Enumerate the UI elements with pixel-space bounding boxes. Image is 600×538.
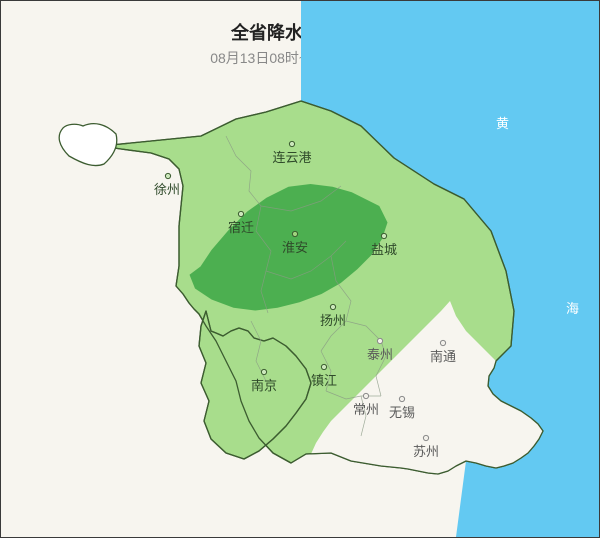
svg-text:黄: 黄	[496, 116, 509, 131]
svg-text:泰州: 泰州	[367, 347, 393, 362]
svg-text:南京: 南京	[251, 378, 277, 393]
svg-text:苏州: 苏州	[413, 444, 439, 459]
svg-text:连云港: 连云港	[272, 150, 311, 165]
svg-text:盐城: 盐城	[371, 242, 397, 257]
svg-text:宿迁: 宿迁	[228, 220, 254, 235]
svg-text:南通: 南通	[430, 349, 456, 364]
svg-text:镇江: 镇江	[311, 373, 337, 388]
svg-text:海: 海	[566, 301, 579, 316]
svg-text:淮安: 淮安	[282, 240, 308, 255]
svg-text:徐州: 徐州	[154, 182, 180, 197]
svg-text:常州: 常州	[353, 402, 379, 417]
svg-text:无锡: 无锡	[389, 405, 415, 420]
svg-text:扬州: 扬州	[320, 313, 346, 328]
